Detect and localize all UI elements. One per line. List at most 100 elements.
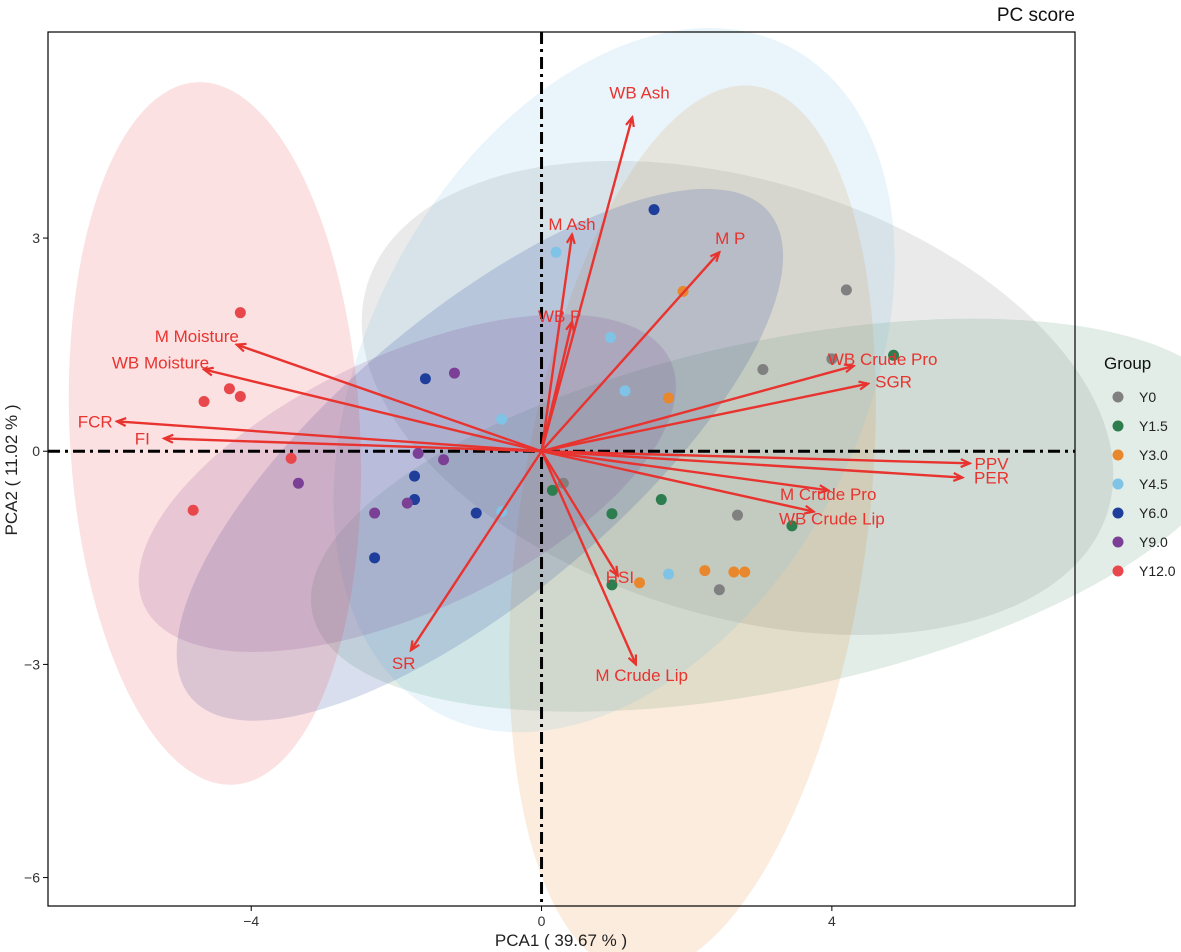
y-tick-label: −6: [24, 870, 40, 886]
loading-label-sr: SR: [392, 654, 416, 673]
reference-lines: [48, 32, 1075, 906]
loading-label-fcr: FCR: [78, 412, 113, 431]
ellipse-y3-0: [509, 85, 876, 952]
legend-label-y0: Y0: [1139, 389, 1156, 405]
score-point-y3-0: [634, 577, 646, 589]
legend-key-y9-0: [1112, 536, 1124, 548]
loading-arrow-fcr: [117, 421, 542, 453]
loading-arrow-fi: [164, 438, 542, 453]
legend-label-y3-0: Y3.0: [1139, 447, 1168, 463]
axis-ticks: −4 0 4 −6 −3 0 3: [24, 230, 836, 929]
chart-title: PC score: [997, 5, 1075, 26]
score-point-y12-0: [285, 452, 297, 464]
score-point-y9-0: [448, 367, 460, 379]
loading-label-wb-moisture: WB Moisture: [112, 353, 209, 372]
loading-label-hsi: HSI: [606, 568, 634, 587]
y-tick-label: −3: [24, 656, 40, 672]
ellipse-y6-0: [176, 188, 784, 721]
score-point-y12-0: [234, 391, 246, 403]
legend-title: Group: [1104, 354, 1151, 373]
score-point-y1-5: [786, 520, 798, 532]
confidence-ellipses: [68, 28, 1181, 952]
legend-label-y6-0: Y6.0: [1139, 505, 1168, 521]
score-point-y3-0: [699, 565, 711, 577]
score-point-y1-5: [606, 579, 618, 591]
score-point-y1-5: [606, 508, 618, 520]
score-point-y12-0: [198, 395, 210, 407]
score-point-y12-0: [234, 307, 246, 319]
y-tick-label: 0: [32, 443, 40, 459]
score-point-y9-0: [438, 454, 450, 466]
loading-arrow-m-crude-pro: [541, 450, 829, 490]
score-point-y1-5: [655, 494, 667, 506]
legend: Group Y0 Y1.5 Y3.0 Y4.5 Y6.0 Y9.0 Y12.0: [1104, 354, 1176, 579]
loading-arrow-m-p: [540, 252, 720, 453]
score-point-y4-5: [550, 246, 562, 258]
legend-key-y4-5: [1112, 478, 1124, 490]
loading-arrow-wb-ash: [540, 117, 633, 452]
loading-arrow-wb-crude-pro: [541, 366, 854, 453]
score-point-y6-0: [419, 373, 431, 385]
score-point-y3-0: [728, 566, 740, 578]
loading-label-ppv: PPV: [975, 454, 1010, 473]
loading-arrow-m-ash: [540, 235, 572, 452]
score-point-y0: [732, 509, 744, 521]
legend-label-y1-5: Y1.5: [1139, 418, 1168, 434]
score-point-y9-0: [401, 497, 413, 509]
loading-arrow-wb-crude-lip: [541, 450, 814, 511]
loading-arrow-wb-moisture: [204, 370, 542, 453]
score-point-y6-0: [369, 552, 381, 564]
score-point-y9-0: [412, 447, 424, 459]
score-point-y9-0: [369, 507, 381, 519]
loading-arrow-hsi: [540, 450, 618, 575]
score-point-y6-0: [648, 204, 660, 216]
score-point-y4-5: [619, 385, 631, 397]
loading-arrow-m-moisture: [237, 345, 542, 453]
score-point-y0: [713, 584, 725, 596]
y-tick-label: 3: [32, 230, 40, 246]
loading-arrow-sgr: [541, 384, 869, 453]
loading-label-m-p: M P: [715, 229, 745, 248]
loading-label-fi: FI: [135, 429, 150, 448]
score-point-y1-5: [888, 349, 900, 361]
loading-label-per: PER: [974, 469, 1009, 488]
legend-key-y12-0: [1112, 565, 1124, 577]
legend-label-y4-5: Y4.5: [1139, 476, 1168, 492]
loading-arrow-ppv: [541, 450, 970, 463]
loading-label-m-moisture: M Moisture: [155, 327, 239, 346]
legend-key-y3-0: [1112, 449, 1124, 461]
loading-label-wb-ash: WB Ash: [609, 83, 669, 102]
plot-panel-border: [47, 31, 1076, 907]
score-point-y6-0: [409, 470, 421, 482]
loading-label-sgr: SGR: [875, 373, 912, 392]
score-point-y3-0: [739, 566, 751, 578]
score-point-y0: [840, 284, 852, 296]
loading-label-wb-crude-pro: WB Crude Pro: [828, 350, 938, 369]
legend-key-y0: [1112, 391, 1124, 403]
score-points: [187, 204, 900, 596]
score-point-y6-0: [470, 507, 482, 519]
legend-key-y6-0: [1112, 507, 1124, 519]
score-point-y0: [826, 353, 838, 365]
x-tick-label: 0: [538, 913, 546, 929]
score-point-y0: [757, 364, 769, 376]
legend-key-y1-5: [1112, 420, 1124, 432]
x-tick-label: 4: [828, 913, 836, 929]
ellipse-y9-0: [138, 314, 676, 653]
loading-arrows: [117, 117, 970, 664]
score-point-y4-5: [663, 568, 675, 580]
x-axis-title: PCA1 ( 39.67 % ): [495, 931, 627, 950]
score-point-y4-5: [496, 413, 508, 425]
legend-label-y12-0: Y12.0: [1139, 563, 1176, 579]
score-point-y12-0: [187, 504, 199, 516]
score-point-y4-5: [604, 332, 616, 344]
legend-label-y9-0: Y9.0: [1139, 534, 1168, 550]
loading-arrow-per: [541, 450, 963, 477]
loading-labels: WB Ash M Ash M P WB P M Moisture WB Moisture F…: [78, 83, 1009, 685]
loading-label-wb-p: WB P: [538, 307, 581, 326]
x-tick-label: −4: [243, 913, 259, 929]
score-point-y1-5: [546, 484, 558, 496]
score-point-y12-0: [223, 383, 235, 395]
loading-label-m-crude-lip: M Crude Lip: [595, 666, 688, 685]
